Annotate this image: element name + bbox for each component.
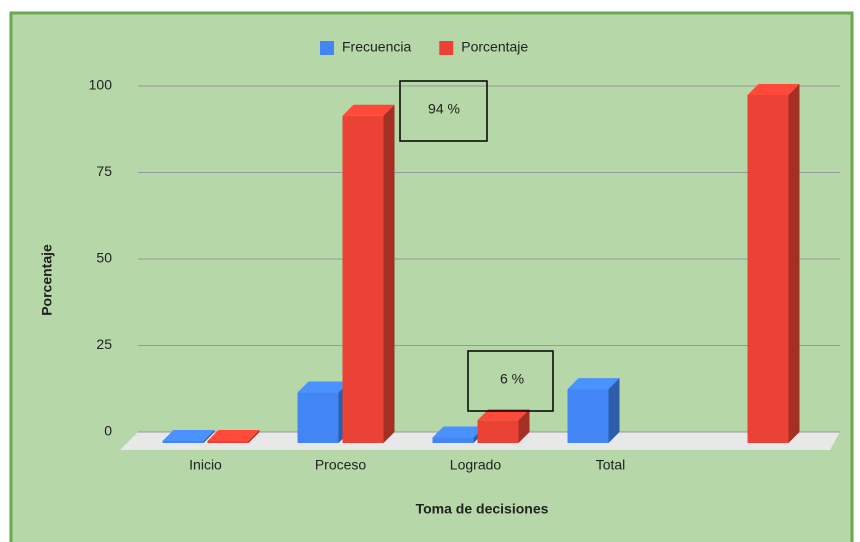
y-tick-label: 25	[96, 336, 112, 352]
bar-front	[747, 95, 789, 443]
bar-side	[788, 84, 800, 443]
bar-side	[608, 378, 620, 443]
legend-swatch	[439, 41, 454, 55]
legend-swatch	[320, 41, 334, 55]
bar-top	[747, 84, 800, 95]
bar	[342, 104, 395, 443]
bar	[567, 378, 620, 443]
y-tick-label: 100	[89, 77, 113, 93]
bar-top	[162, 430, 215, 441]
bar-top	[567, 378, 620, 390]
annotation-box	[399, 80, 488, 142]
bar-front	[432, 437, 474, 443]
bar-front	[477, 420, 519, 443]
x-tick-label: Proceso	[315, 457, 367, 473]
annotation-box	[467, 350, 554, 412]
x-axis-title: Toma de decisiones	[416, 501, 549, 517]
bar	[297, 381, 350, 443]
bar	[207, 430, 260, 443]
bar-front	[162, 441, 204, 443]
bar-side	[248, 430, 260, 443]
y-tick-label: 50	[96, 250, 112, 266]
bar-front	[297, 392, 339, 443]
y-tick-label: 0	[104, 423, 112, 439]
bar	[477, 409, 530, 443]
bar-side	[518, 409, 530, 443]
x-tick-label: Total	[596, 457, 626, 473]
bar-side	[383, 104, 395, 443]
bar	[162, 430, 215, 443]
bar-top	[207, 430, 260, 441]
bar-front	[207, 441, 249, 443]
bar-front	[567, 389, 609, 443]
y-tick-label: 75	[96, 163, 112, 179]
bar-top	[432, 426, 485, 438]
bar-top	[342, 104, 395, 116]
bar-side	[203, 430, 215, 443]
legend-label: Porcentaje	[461, 39, 528, 55]
annotation: 6 %	[500, 371, 524, 387]
x-tick-label: Inicio	[189, 457, 222, 473]
bar-front	[342, 115, 384, 443]
bar-top	[297, 381, 350, 393]
bar-top	[477, 409, 530, 421]
y-axis-title: Porcentaje	[39, 244, 55, 316]
chart-frame	[9, 11, 854, 542]
legend-label: Frecuencia	[342, 39, 411, 55]
bar	[747, 84, 800, 443]
x-tick-label: Logrado	[450, 457, 502, 473]
annotation: 94 %	[428, 101, 460, 117]
